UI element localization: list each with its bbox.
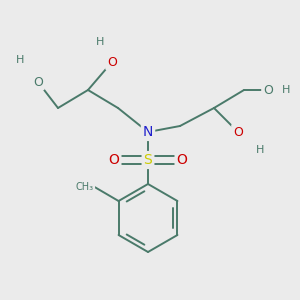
Text: O: O — [109, 153, 119, 167]
Text: O: O — [177, 153, 188, 167]
Text: O: O — [263, 83, 273, 97]
Text: H: H — [16, 55, 24, 65]
Text: O: O — [233, 125, 243, 139]
Text: H: H — [96, 37, 104, 47]
Text: H: H — [282, 85, 290, 95]
Text: N: N — [143, 125, 153, 139]
Text: CH₃: CH₃ — [76, 182, 94, 192]
Text: O: O — [107, 56, 117, 68]
Text: S: S — [144, 153, 152, 167]
Text: O: O — [33, 76, 43, 88]
Text: H: H — [256, 145, 264, 155]
